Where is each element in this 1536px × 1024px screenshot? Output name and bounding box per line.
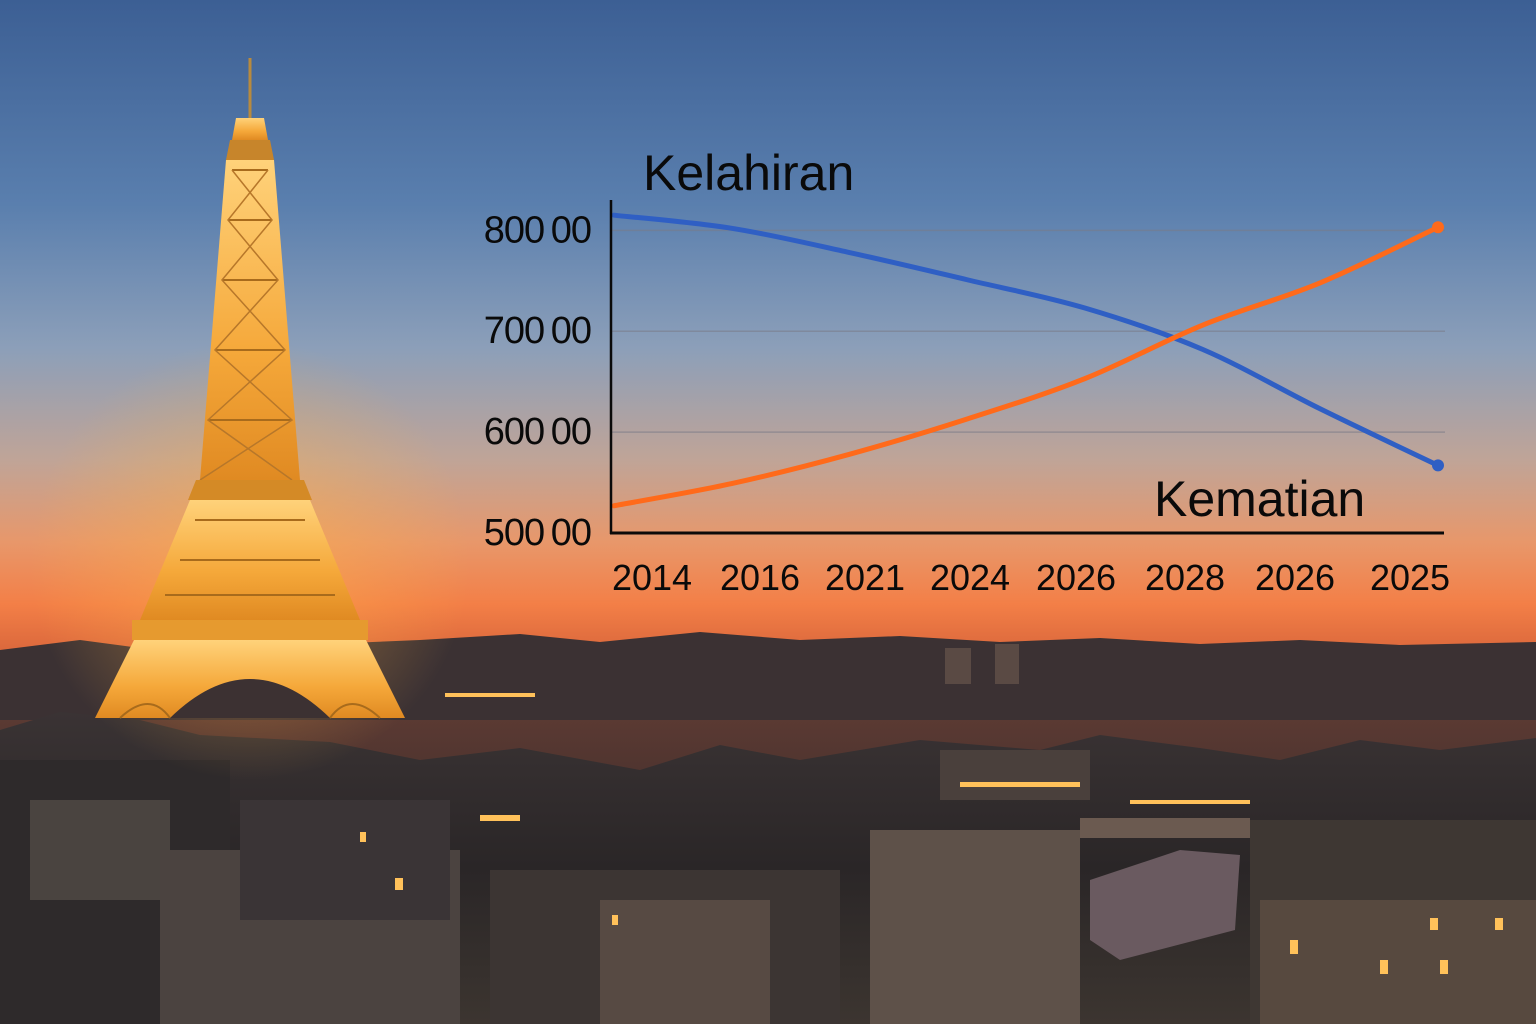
x-tick-label: 2024 (930, 557, 1010, 598)
gridlines (612, 229, 1445, 433)
x-tick-label: 2026 (1036, 557, 1116, 598)
y-tick-label: 600 00 (484, 411, 591, 453)
distant-tower-building (995, 644, 1019, 684)
y-tick-label: 700 00 (484, 310, 591, 352)
building (240, 800, 450, 920)
building (940, 750, 1090, 800)
x-tick-label: 2014 (612, 557, 692, 598)
y-tick-label: 500 00 (484, 512, 591, 554)
building (870, 830, 1080, 1024)
distant-tower-building (945, 648, 971, 684)
building (600, 900, 770, 1024)
series-line-kematian (611, 224, 1441, 509)
series-end-point-kelahiran (1432, 459, 1444, 472)
series-label-kelahiran: Kelahiran (643, 145, 854, 201)
x-tick-label: 2016 (720, 557, 800, 598)
x-tick-label: 2026 (1255, 557, 1335, 598)
river (1090, 850, 1240, 960)
series-line-kelahiran (611, 212, 1441, 468)
y-tick-label: 800 00 (484, 209, 591, 251)
x-tick-label: 2028 (1145, 557, 1225, 598)
series-label-kematian: Kematian (1154, 471, 1365, 527)
building (30, 800, 170, 900)
building (1260, 900, 1536, 1024)
x-tick-label: 2025 (1370, 557, 1450, 598)
x-tick-label: 2021 (825, 557, 905, 598)
tower-illustration (95, 58, 405, 719)
window-lights (360, 693, 1503, 974)
series-end-point-kematian (1432, 221, 1444, 234)
bridge (1080, 818, 1250, 838)
